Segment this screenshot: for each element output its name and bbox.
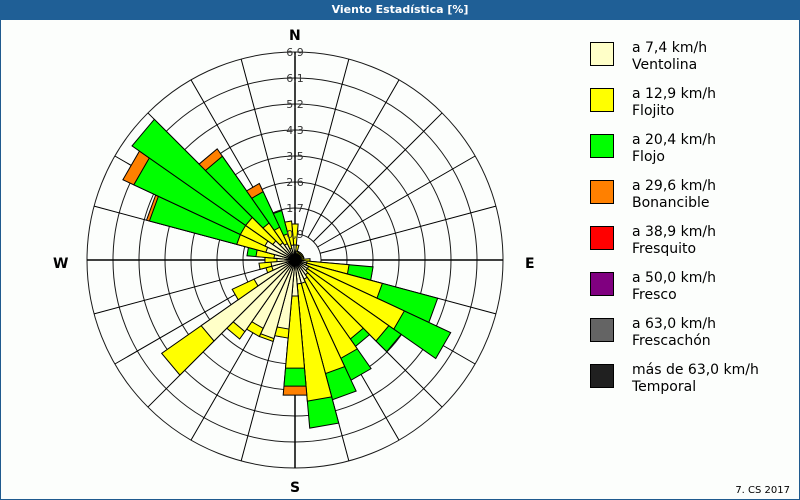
ring-label: 4,3: [286, 124, 304, 137]
legend-name: Bonancible: [632, 195, 710, 211]
ring-label: 6,1: [286, 72, 304, 85]
legend-swatch: [590, 180, 614, 204]
legend-name: Frescachón: [632, 333, 711, 349]
legend-name: Flojito: [632, 103, 675, 119]
legend-swatch: [590, 364, 614, 388]
legend-item-frescachon: a 63,0 km/h Frescachón: [590, 316, 790, 362]
legend-item-fresco: a 50,0 km/h Fresco: [590, 270, 790, 316]
ring-label: 2,6: [286, 176, 304, 189]
legend-speed: más de 63,0 km/h: [632, 362, 759, 378]
legend-swatch: [590, 226, 614, 250]
legend-speed: a 50,0 km/h: [632, 270, 716, 286]
window-title: Viento Estadística [%]: [0, 0, 800, 20]
legend-swatch: [590, 272, 614, 296]
legend-name: Flojo: [632, 149, 665, 165]
ring-label: 6,9: [286, 46, 304, 59]
ring-label: 0,9: [286, 228, 304, 241]
ring-label: 3,5: [286, 150, 304, 163]
wind-rose-wedges: [122, 118, 452, 429]
ring-labels: 0,9 1,7 2,6 3,5 4,3 5,2 6,1 6,9: [286, 46, 304, 265]
grid-spoke: [319, 205, 497, 254]
legend-item-ventolina: a 7,4 km/h Ventolina: [590, 40, 790, 86]
legend-item-bonancible: a 29,6 km/h Bonancible: [590, 178, 790, 224]
legend-name: Ventolina: [632, 57, 698, 73]
legend-name: Fresco: [632, 287, 677, 303]
grid-spoke: [307, 79, 400, 238]
direction-north: N: [289, 28, 301, 44]
ring-label: 1,7: [286, 202, 304, 215]
legend-speed: a 38,9 km/h: [632, 224, 716, 240]
legend-swatch: [590, 318, 614, 342]
legend: a 7,4 km/h Ventolina a 12,9 km/h Flojito a…: [590, 40, 790, 408]
grid-spoke: [240, 58, 289, 236]
legend-speed: a 63,0 km/h: [632, 316, 716, 332]
legend-speed: a 12,9 km/h: [632, 86, 716, 102]
center-hub: [290, 255, 300, 265]
legend-swatch: [590, 88, 614, 112]
legend-name: Fresquito: [632, 241, 697, 257]
grid-spoke: [93, 266, 271, 315]
direction-west: W: [53, 256, 69, 272]
legend-name: Temporal: [632, 379, 697, 395]
legend-speed: a 29,6 km/h: [632, 178, 716, 194]
legend-swatch: [590, 134, 614, 158]
legend-swatch: [590, 42, 614, 66]
grid-spoke: [301, 58, 350, 236]
direction-south: S: [290, 480, 301, 496]
legend-speed: a 20,4 km/h: [632, 132, 716, 148]
legend-item-flojito: a 12,9 km/h Flojito: [590, 86, 790, 132]
legend-speed: a 7,4 km/h: [632, 40, 708, 56]
grid-spoke: [313, 112, 443, 242]
ring-label: 5,2: [286, 98, 304, 111]
legend-item-flojo: a 20,4 km/h Flojo: [590, 132, 790, 178]
grid-spoke: [317, 155, 476, 248]
legend-item-fresquito: a 38,9 km/h Fresquito: [590, 224, 790, 270]
legend-item-temporal: más de 63,0 km/h Temporal: [590, 362, 790, 408]
credit-text: 7. CS 2017: [735, 485, 790, 496]
direction-east: E: [525, 256, 535, 272]
